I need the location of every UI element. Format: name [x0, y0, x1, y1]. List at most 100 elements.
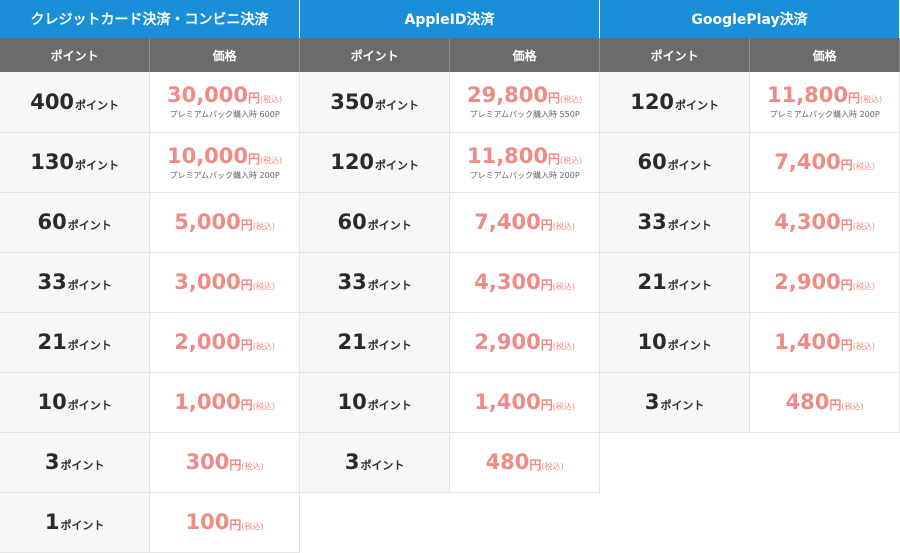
- points-value: 3: [44, 450, 60, 474]
- price-value: 480: [785, 390, 830, 414]
- points-cell: 400ポイント: [0, 72, 151, 133]
- premium-pack-bonus: プレミアムパック購入時 600P: [169, 110, 280, 120]
- price-cell: 7,400円(税込): [449, 192, 600, 253]
- points-value: 10: [37, 390, 67, 414]
- points-cell: 120ポイント: [300, 132, 451, 193]
- points-value: 10: [637, 330, 667, 354]
- price-yen: 円: [240, 338, 253, 352]
- column-header-price: 価格: [749, 38, 900, 72]
- price-yen: 円: [229, 518, 242, 532]
- table-row: 60ポイント 7,400円(税込): [600, 132, 900, 193]
- price-cell: 480円(税込): [749, 372, 900, 433]
- table-row: 60ポイント 7,400円(税込): [300, 192, 600, 253]
- payment-method-title: GooglePlay決済: [600, 0, 900, 38]
- price-cell: 1,400円(税込): [749, 312, 900, 373]
- points-unit: ポイント: [667, 279, 712, 292]
- price-value: 3,000: [174, 270, 241, 294]
- points-unit: ポイント: [667, 219, 712, 232]
- table-row: 3ポイント 480円(税込): [300, 432, 600, 493]
- points-cell: 21ポイント: [0, 312, 151, 373]
- price-cell: 300円(税込): [149, 432, 300, 493]
- points-cell: 10ポイント: [0, 372, 151, 433]
- points-cell: 350ポイント: [300, 72, 451, 133]
- points-value: 400: [30, 89, 75, 114]
- points-value: 21: [637, 270, 667, 294]
- points-cell: 3ポイント: [300, 432, 451, 493]
- points-value: 10: [337, 390, 367, 414]
- points-cell: 10ポイント: [600, 312, 751, 373]
- price-yen: 円: [248, 151, 261, 166]
- table-row: 33ポイント 3,000円(税込): [0, 252, 300, 313]
- price-value: 10,000: [166, 143, 249, 168]
- price-yen: 円: [829, 398, 842, 412]
- points-value: 33: [37, 270, 67, 294]
- tax-included-label: (税込): [260, 95, 283, 105]
- points-cell: 60ポイント: [600, 132, 751, 193]
- price-value: 1,000: [174, 390, 241, 414]
- points-cell: 3ポイント: [600, 372, 751, 433]
- tax-included-label: (税込): [552, 342, 575, 351]
- tax-included-label: (税込): [852, 342, 875, 351]
- points-value: 120: [630, 89, 675, 114]
- price-yen: 円: [548, 91, 561, 106]
- tax-included-label: (税込): [552, 402, 575, 411]
- points-unit: ポイント: [660, 399, 705, 412]
- column-header-points: ポイント: [600, 38, 751, 72]
- tax-included-label: (税込): [552, 222, 575, 231]
- column-header-points: ポイント: [300, 38, 451, 72]
- tax-included-label: (税込): [260, 155, 283, 165]
- price-yen: 円: [529, 458, 542, 472]
- price-value: 5,000: [174, 210, 241, 234]
- payment-method-title: クレジットカード決済・コンビニ決済: [0, 0, 300, 38]
- table-row: 21ポイント 2,000円(税込): [0, 312, 300, 373]
- price-cell: 480円(税込): [449, 432, 600, 493]
- tax-included-label: (税込): [560, 155, 583, 165]
- tax-included-label: (税込): [552, 282, 575, 291]
- tax-included-label: (税込): [241, 462, 264, 471]
- points-unit: ポイント: [360, 459, 405, 472]
- price-yen: 円: [540, 278, 553, 292]
- table-row: 350ポイント 29,800円(税込) プレミアムパック購入時 550P: [300, 72, 600, 133]
- points-unit: ポイント: [367, 279, 412, 292]
- price-value: 29,800: [466, 83, 549, 108]
- price-yen: 円: [540, 338, 553, 352]
- points-unit: ポイント: [375, 159, 420, 172]
- points-value: 60: [337, 210, 367, 234]
- table-row: 130ポイント 10,000円(税込) プレミアムパック購入時 200P: [0, 132, 300, 193]
- points-unit: ポイント: [67, 219, 112, 232]
- points-value: 21: [37, 330, 67, 354]
- tax-included-label: (税込): [852, 222, 875, 231]
- price-cell: 2,900円(税込): [749, 252, 900, 313]
- points-cell: 10ポイント: [300, 372, 451, 433]
- points-value: 350: [330, 89, 375, 114]
- price-value: 7,400: [474, 210, 541, 234]
- price-value: 300: [185, 450, 230, 474]
- price-yen: 円: [229, 458, 242, 472]
- price-cell: 1,000円(税込): [149, 372, 300, 433]
- tax-included-label: (税込): [252, 282, 275, 291]
- payment-method-title: AppleID決済: [300, 0, 600, 38]
- price-value: 7,400: [774, 150, 841, 174]
- points-unit: ポイント: [367, 339, 412, 352]
- column-header-price: 価格: [449, 38, 600, 72]
- points-unit: ポイント: [75, 159, 120, 172]
- price-cell: 5,000円(税込): [149, 192, 300, 253]
- points-cell: 1ポイント: [0, 492, 151, 553]
- pricing-table-1: AppleID決済 ポイント 価格 350ポイント 29,800円(税込) プレミアムパッ…: [300, 0, 600, 493]
- points-unit: ポイント: [60, 519, 105, 532]
- table-row: 33ポイント 4,300円(税込): [300, 252, 600, 313]
- price-value: 2,900: [474, 330, 541, 354]
- points-unit: ポイント: [367, 219, 412, 232]
- table-row: 33ポイント 4,300円(税込): [600, 192, 900, 253]
- premium-pack-bonus: プレミアムパック購入時 200P: [169, 170, 280, 180]
- tax-included-label: (税込): [852, 282, 875, 291]
- table-row: 10ポイント 1,400円(税込): [600, 312, 900, 373]
- price-value: 11,800: [766, 83, 849, 108]
- premium-pack-bonus: プレミアムパック購入時 200P: [469, 170, 580, 180]
- column-header-price: 価格: [149, 38, 300, 72]
- price-cell: 10,000円(税込) プレミアムパック購入時 200P: [149, 132, 300, 193]
- price-yen: 円: [840, 218, 853, 232]
- price-cell: 100円(税込): [149, 492, 300, 553]
- points-value: 60: [37, 210, 67, 234]
- price-value: 2,900: [774, 270, 841, 294]
